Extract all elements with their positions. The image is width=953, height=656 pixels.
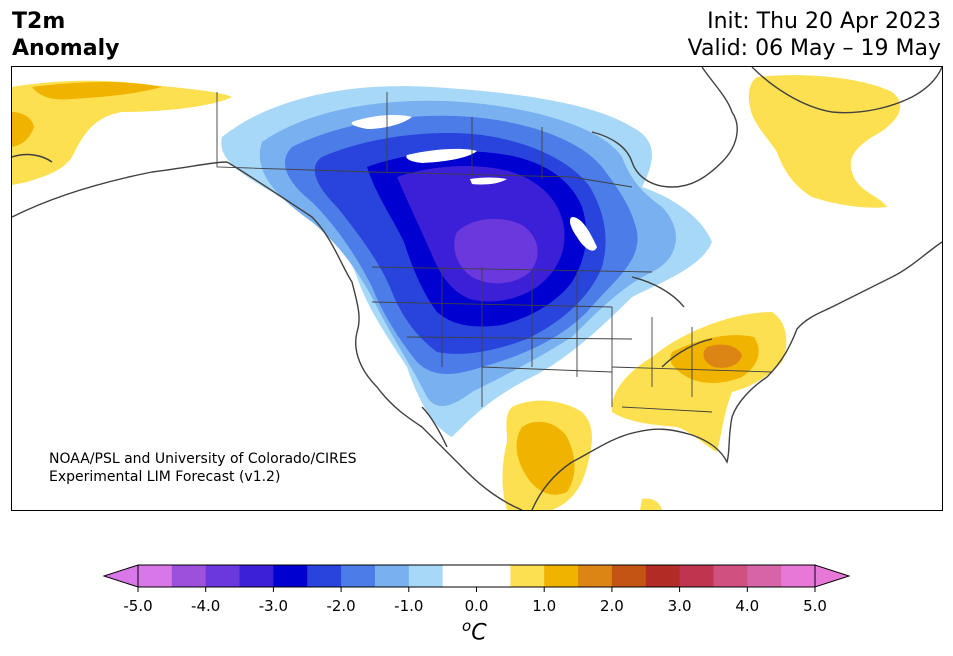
anomaly-map: NOAA/PSL and University of Colorado/CIRE… (11, 66, 943, 511)
colorbar-tick-label: 3.0 (668, 597, 692, 615)
colorbar-swatch (578, 565, 613, 587)
anomaly-region-minus-4 (454, 218, 538, 284)
colorbar-ticks: -5.0 -4.0 -3.0 -2.0 -1.0 0.0 1.0 2.0 3.0 4.0 5.0 (123, 587, 827, 615)
coastlines (12, 67, 942, 510)
colorbar-swatch (408, 565, 444, 587)
forecast-dates: Init: Thu 20 Apr 2023 Valid: 06 May – 19… (688, 8, 941, 62)
colorbar-tick-label: -5.0 (123, 597, 152, 615)
colorbar-tick-label: 4.0 (735, 597, 759, 615)
valid-range: Valid: 06 May – 19 May (687, 36, 941, 61)
colorbar-swatch (442, 565, 477, 587)
title-line-1: T2m (12, 9, 66, 34)
colorbar-tick-label: 5.0 (803, 597, 827, 615)
colorbar-swatch (645, 565, 681, 587)
colorbar-tick-label: -4.0 (191, 597, 220, 615)
colorbar-tick-label: 2.0 (600, 597, 624, 615)
colorbar-tick-label: -2.0 (326, 597, 355, 615)
credit-text: NOAA/PSL and University of Colorado/CIRE… (49, 450, 357, 486)
anomaly-region-warm-alaska (12, 80, 232, 185)
political-borders (216, 92, 773, 413)
anomaly-region-warmer-alaska (32, 82, 162, 100)
anomaly-region-warmer-alaska-west (12, 112, 34, 147)
colorbar-swatch (611, 565, 647, 587)
colorbar-swatch (239, 565, 274, 587)
map-title: T2m Anomaly (12, 8, 119, 62)
anomaly-region-warmest-southeast (703, 344, 742, 368)
lake-great-bear (351, 114, 412, 129)
colorbar-swatch (374, 565, 410, 587)
title-line-2: Anomaly (12, 36, 120, 61)
colorbar-swatch (171, 565, 207, 587)
colorbar-swatches (102, 564, 851, 588)
colorbar-tick-label: 1.0 (532, 597, 556, 615)
colorbar-under-arrow (102, 564, 139, 588)
credit-line-2: Experimental LIM Forecast (v1.2) (49, 469, 281, 485)
colorbar-swatch (781, 565, 816, 587)
credit-line-1: NOAA/PSL and University of Colorado/CIRE… (49, 451, 357, 467)
colorbar-swatch (138, 565, 173, 587)
colorbar-swatch (205, 565, 241, 587)
colorbar-swatch (307, 565, 342, 587)
colorbar-tick-label: 0.0 (465, 597, 489, 615)
anomaly-region-warmer-texas (516, 421, 575, 495)
anomaly-region-warm-yucatan (640, 498, 662, 510)
anomaly-region-warm-greenland (748, 75, 901, 208)
colorbar-unit: oC (462, 617, 487, 645)
unit-degree: o (462, 617, 472, 635)
colorbar-swatch (544, 565, 579, 587)
colorbar-over-arrow (814, 564, 851, 588)
colorbar-swatch (510, 565, 545, 587)
colorbar-swatch (747, 565, 782, 587)
colorbar-tick-label: -3.0 (259, 597, 288, 615)
lake-winnipeg (569, 217, 597, 251)
colorbar-swatch (273, 565, 308, 587)
map-canvas (12, 67, 942, 510)
lake-athabasca (470, 177, 507, 185)
colorbar-swatch (679, 565, 714, 587)
lake-great-slave (406, 148, 477, 163)
colorbar-tick-label: -1.0 (394, 597, 423, 615)
unit-symbol: C (471, 620, 487, 646)
init-date: Init: Thu 20 Apr 2023 (707, 9, 941, 34)
colorbar-swatch (713, 565, 748, 587)
colorbar-swatch (341, 565, 376, 587)
colorbar-swatch (476, 565, 511, 587)
